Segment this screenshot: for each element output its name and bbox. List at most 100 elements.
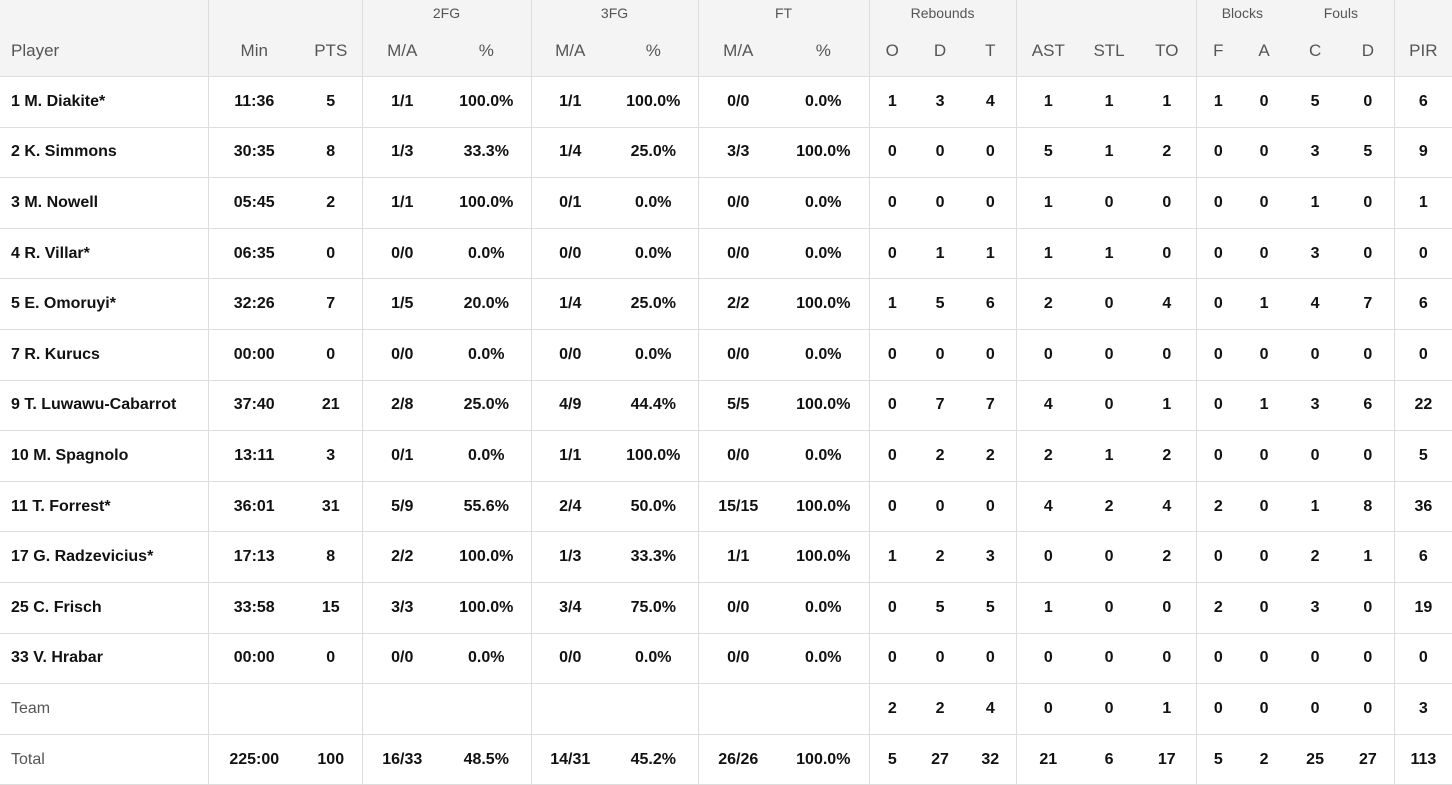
stat-cell: 0 xyxy=(1195,228,1241,280)
stat-cell: 0 xyxy=(1393,329,1452,381)
stat-cell: 50.0% xyxy=(609,481,699,533)
column-header[interactable]: Min xyxy=(207,25,300,77)
stat-cell: 3 xyxy=(965,531,1017,583)
stat-cell: 100 xyxy=(300,734,362,785)
stat-cell: 100.0% xyxy=(778,734,870,785)
stat-cell: 100.0% xyxy=(778,531,870,583)
stat-cell: 26/26 xyxy=(697,734,779,785)
column-header[interactable]: M/A xyxy=(530,25,610,77)
group-empty xyxy=(0,0,208,25)
stat-cell: 6 xyxy=(1393,278,1452,330)
stat-cell: 21 xyxy=(1015,734,1081,785)
player-name[interactable]: 1 M. Diakite* xyxy=(0,76,208,128)
column-header[interactable]: O xyxy=(868,25,916,77)
column-header[interactable]: Player xyxy=(0,25,208,77)
stat-cell: 2 xyxy=(300,177,362,229)
column-header[interactable]: PIR xyxy=(1393,25,1452,77)
stat-cell: 1 xyxy=(868,76,916,128)
column-header[interactable]: M/A xyxy=(697,25,779,77)
player-name[interactable]: 11 T. Forrest* xyxy=(0,481,208,533)
stat-cell: 1 xyxy=(1288,481,1343,533)
column-header[interactable]: D xyxy=(1342,25,1395,77)
player-name[interactable]: 2 K. Simmons xyxy=(0,127,208,179)
stat-cell: 100.0% xyxy=(778,380,870,432)
stat-cell: 32 xyxy=(965,734,1017,785)
player-row: 3 M. Nowell 05:45 2 1/1 100.0% 0/1 0.0% 0/0 0.0%… xyxy=(0,177,1452,229)
column-header[interactable]: TO xyxy=(1138,25,1197,77)
group-ft: FT xyxy=(697,0,870,25)
stat-cell: 25.0% xyxy=(442,380,532,432)
stat-cell: 0 xyxy=(300,633,362,685)
column-header[interactable]: % xyxy=(778,25,870,77)
stat-cell: 1 xyxy=(915,228,966,280)
stat-cell: 100.0% xyxy=(442,582,532,634)
column-header[interactable]: % xyxy=(609,25,699,77)
stat-cell: 4/9 xyxy=(530,380,610,432)
player-name[interactable]: 3 M. Nowell xyxy=(0,177,208,229)
stat-cell: 2 xyxy=(1138,531,1197,583)
stat-cell: 2 xyxy=(1015,430,1081,482)
stat-cell: 0 xyxy=(1138,177,1197,229)
player-row: 10 M. Spagnolo 13:11 3 0/1 0.0% 1/1 100.0% 0/0 0… xyxy=(0,430,1452,482)
stat-cell: 3 xyxy=(1288,380,1343,432)
group-rebounds: Rebounds xyxy=(868,0,1017,25)
column-header[interactable]: % xyxy=(442,25,532,77)
stat-cell: 0 xyxy=(1080,177,1139,229)
player-name[interactable]: 5 E. Omoruyi* xyxy=(0,278,208,330)
stat-cell: 0 xyxy=(868,177,916,229)
stat-cell: 6 xyxy=(1393,76,1452,128)
stat-cell: 0 xyxy=(1138,582,1197,634)
stat-cell: 9 xyxy=(1393,127,1452,179)
column-header[interactable]: PTS xyxy=(300,25,362,77)
stat-cell: 0 xyxy=(1393,633,1452,685)
player-name[interactable]: 17 G. Radzevicius* xyxy=(0,531,208,583)
player-name[interactable]: 9 T. Luwawu-Cabarrot xyxy=(0,380,208,432)
player-name[interactable]: 10 M. Spagnolo xyxy=(0,430,208,482)
stat-cell: 2 xyxy=(1240,734,1289,785)
stat-cell: 0 xyxy=(1288,329,1343,381)
stat-cell: 0 xyxy=(868,127,916,179)
column-header[interactable]: C xyxy=(1288,25,1343,77)
stat-cell: 0.0% xyxy=(609,329,699,381)
column-header[interactable]: STL xyxy=(1080,25,1139,77)
stat-cell: 0 xyxy=(1240,582,1289,634)
stat-cell: 0 xyxy=(1342,430,1395,482)
stat-cell: 5 xyxy=(868,734,916,785)
player-row: 4 R. Villar* 06:35 0 0/0 0.0% 0/0 0.0% 0/0 0.0% 0… xyxy=(0,228,1452,280)
column-header[interactable]: T xyxy=(965,25,1017,77)
column-header[interactable]: D xyxy=(915,25,966,77)
stat-cell xyxy=(778,683,870,735)
column-header[interactable]: F xyxy=(1195,25,1241,77)
stat-cell: 2 xyxy=(1138,127,1197,179)
stat-cell: 0.0% xyxy=(442,329,532,381)
stat-cell: 33:58 xyxy=(207,582,300,634)
stat-cell: 0 xyxy=(965,481,1017,533)
column-header[interactable]: A xyxy=(1240,25,1289,77)
stat-cell: 25.0% xyxy=(609,127,699,179)
player-row: 1 M. Diakite* 11:36 5 1/1 100.0% 1/1 100.0% 0/0… xyxy=(0,76,1452,128)
player-name[interactable]: 33 V. Hrabar xyxy=(0,633,208,685)
stat-cell: 113 xyxy=(1393,734,1452,785)
stat-cell: 20.0% xyxy=(442,278,532,330)
stat-cell: 05:45 xyxy=(207,177,300,229)
stat-cell: 2 xyxy=(1138,430,1197,482)
player-name[interactable]: 4 R. Villar* xyxy=(0,228,208,280)
stat-cell: 3 xyxy=(1288,582,1343,634)
player-name[interactable]: 7 R. Kurucs xyxy=(0,329,208,381)
stat-cell: 0 xyxy=(1195,633,1241,685)
stat-cell xyxy=(442,683,532,735)
column-header[interactable]: M/A xyxy=(361,25,442,77)
stat-cell: 0 xyxy=(1240,481,1289,533)
stat-cell: 1 xyxy=(1288,177,1343,229)
stat-cell: 7 xyxy=(1342,278,1395,330)
stat-cell: 3 xyxy=(915,76,966,128)
stat-cell: 6 xyxy=(1393,531,1452,583)
stat-cell: 5 xyxy=(1342,127,1395,179)
stat-cell: 0/0 xyxy=(697,329,779,381)
player-name[interactable]: 25 C. Frisch xyxy=(0,582,208,634)
column-header[interactable]: AST xyxy=(1015,25,1081,77)
stat-cell: 1/1 xyxy=(361,76,442,128)
stat-cell xyxy=(207,683,300,735)
stat-cell: 30:35 xyxy=(207,127,300,179)
stat-cell: 0 xyxy=(1240,177,1289,229)
